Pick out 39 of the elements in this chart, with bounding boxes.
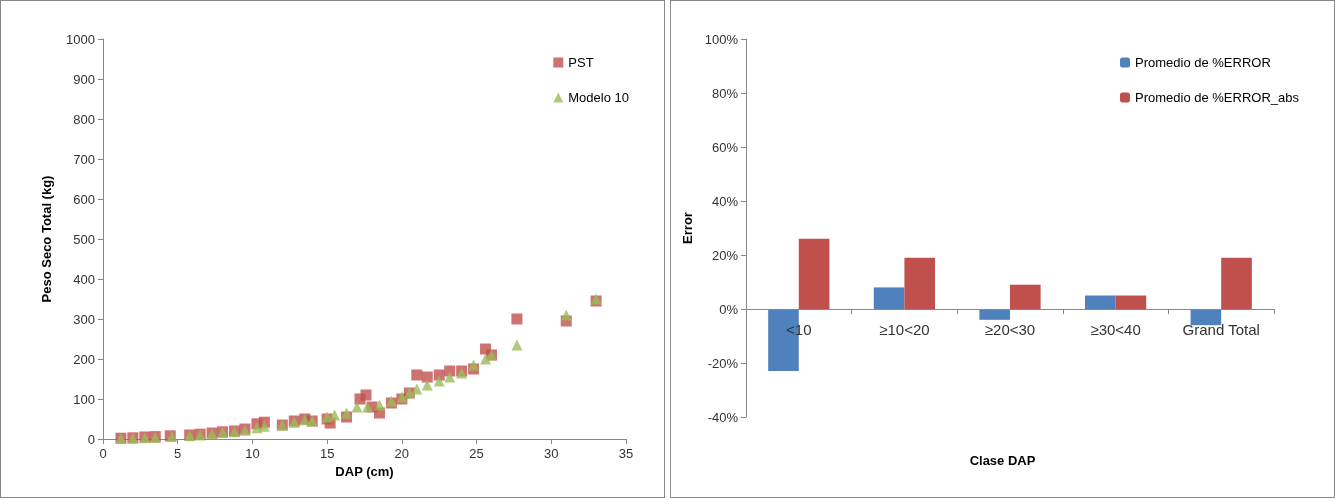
legend-label: PST (568, 55, 594, 70)
y-axis-title: Error (679, 212, 695, 244)
y-tick-label: 300 (73, 311, 95, 327)
legend-label: Promedio de %ERROR_abs (1134, 90, 1300, 105)
x-tick-label: 30 (544, 446, 559, 461)
x-axis-title: Clase DAP (969, 453, 1036, 468)
x-tick-label: ≥30<40 (1090, 321, 1141, 339)
y-tick-label: 100% (704, 31, 739, 47)
y-tick-label: 600 (73, 191, 95, 207)
x-tick-label: 10 (245, 446, 260, 461)
y-tick-label: 900 (73, 71, 95, 87)
x-tick-label: 15 (319, 446, 335, 461)
x-tick-label: 5 (174, 446, 182, 461)
x-tick-label: ≥10<20 (879, 321, 930, 339)
y-tick-label: 800 (73, 111, 95, 127)
x-tick-label: 35 (618, 446, 634, 461)
y-tick-label: 40% (711, 193, 739, 209)
y-tick-label: -20% (707, 355, 739, 371)
y-tick-label: 500 (73, 231, 95, 247)
y-axis-title: Peso Seco Total (kg) (39, 175, 54, 303)
x-tick-label: ≥20<30 (984, 321, 1036, 339)
legend-label: Promedio de %ERROR (1134, 55, 1271, 70)
y-tick-label: 700 (73, 151, 95, 167)
y-tick-label: 1000 (66, 31, 95, 47)
x-tick-label: 0 (99, 446, 107, 461)
y-tick-label: 80% (711, 85, 739, 101)
y-tick-label: 400 (73, 271, 95, 287)
x-axis-title: DAP (cm) (335, 463, 394, 479)
y-tick-label: 200 (73, 351, 95, 367)
x-tick-label: 20 (394, 446, 410, 461)
y-tick-label: 60% (711, 139, 739, 155)
legend-label: Modelo 10 (568, 90, 630, 105)
y-tick-label: 0% (719, 301, 739, 317)
y-tick-label: 20% (711, 247, 739, 263)
y-tick-label: 100 (73, 391, 95, 407)
y-tick-label: 0 (87, 431, 95, 447)
x-tick-label: Grand Total (1182, 321, 1260, 339)
y-tick-label: -40% (707, 409, 739, 425)
x-tick-label: 25 (469, 446, 484, 461)
